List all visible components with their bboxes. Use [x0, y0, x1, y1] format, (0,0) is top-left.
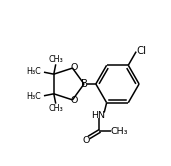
Text: CH₃: CH₃	[110, 127, 128, 136]
Text: H₃C: H₃C	[27, 92, 42, 101]
Text: O: O	[83, 136, 90, 145]
Text: CH₃: CH₃	[48, 55, 63, 64]
Text: H₃C: H₃C	[27, 67, 42, 76]
Text: HN: HN	[91, 111, 105, 120]
Text: CH₃: CH₃	[48, 104, 63, 113]
Text: O: O	[71, 63, 78, 72]
Text: Cl: Cl	[136, 46, 146, 56]
Text: O: O	[71, 96, 78, 105]
Text: B: B	[81, 79, 88, 89]
